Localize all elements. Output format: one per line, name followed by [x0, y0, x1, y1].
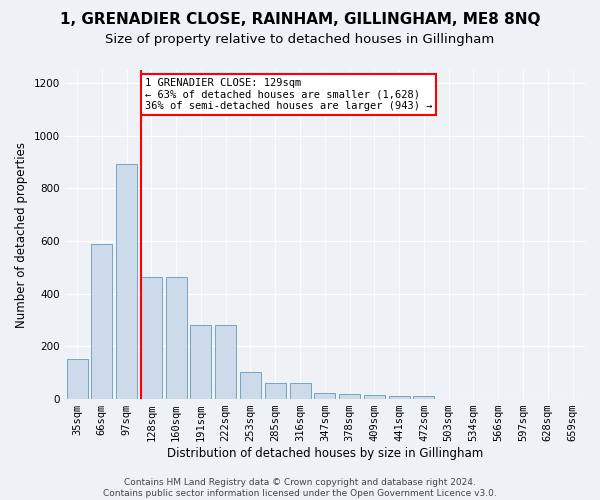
- Bar: [240, 372, 261, 399]
- Bar: [389, 396, 410, 399]
- Bar: [166, 276, 187, 399]
- Text: 1 GRENADIER CLOSE: 129sqm
← 63% of detached houses are smaller (1,628)
36% of se: 1 GRENADIER CLOSE: 129sqm ← 63% of detac…: [145, 78, 432, 111]
- Bar: [190, 324, 211, 399]
- Bar: [141, 276, 162, 399]
- Text: Size of property relative to detached houses in Gillingham: Size of property relative to detached ho…: [106, 32, 494, 46]
- Bar: [215, 324, 236, 399]
- Bar: [91, 244, 112, 399]
- Text: Contains HM Land Registry data © Crown copyright and database right 2024.
Contai: Contains HM Land Registry data © Crown c…: [103, 478, 497, 498]
- X-axis label: Distribution of detached houses by size in Gillingham: Distribution of detached houses by size …: [167, 447, 483, 460]
- Bar: [339, 394, 360, 399]
- Bar: [265, 383, 286, 399]
- Bar: [413, 396, 434, 399]
- Y-axis label: Number of detached properties: Number of detached properties: [15, 142, 28, 328]
- Bar: [364, 395, 385, 399]
- Bar: [116, 164, 137, 399]
- Text: 1, GRENADIER CLOSE, RAINHAM, GILLINGHAM, ME8 8NQ: 1, GRENADIER CLOSE, RAINHAM, GILLINGHAM,…: [60, 12, 540, 28]
- Bar: [290, 383, 311, 399]
- Bar: [67, 359, 88, 399]
- Bar: [314, 392, 335, 399]
